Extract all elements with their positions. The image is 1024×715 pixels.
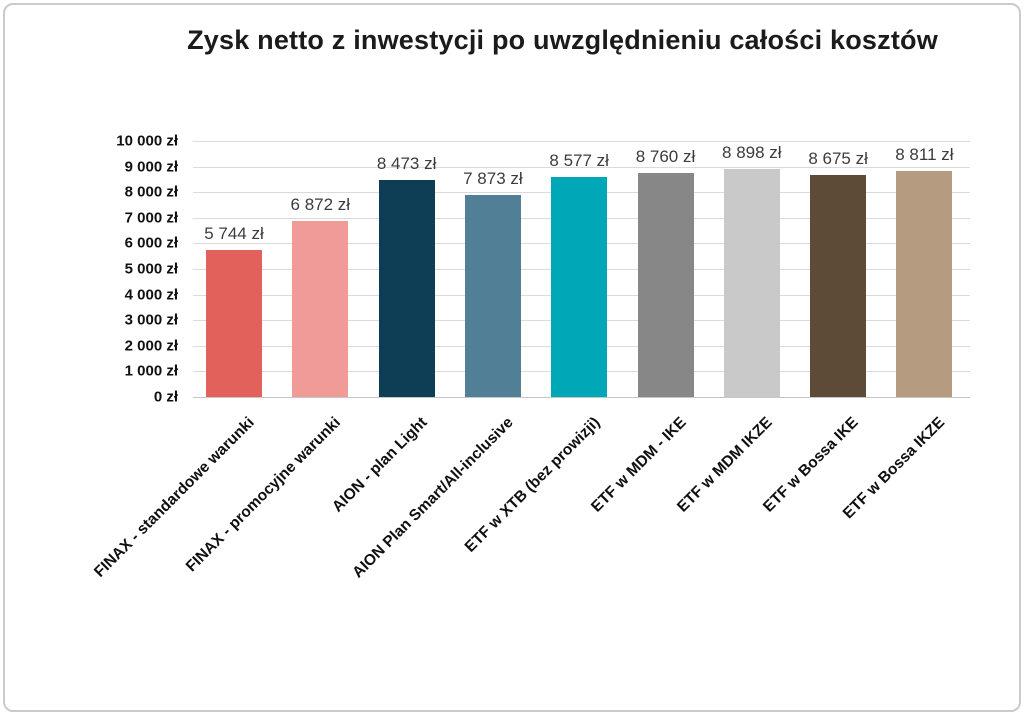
bar-value-label: 8 898 zł [722,143,782,163]
bar [206,249,262,397]
gridline [193,397,970,398]
y-axis-tick-label: 2 000 zł [124,337,178,355]
gridline [193,141,970,142]
bar-value-label: 8 675 zł [808,148,868,168]
bar-value-label: 7 873 zł [463,169,523,189]
bar [637,172,694,397]
y-axis-tick-label: 7 000 zł [124,209,178,227]
bar [292,221,349,397]
x-axis-category-label: FINAX - standardowe warunki [91,414,259,581]
y-axis-tick-label: 4 000 zł [124,286,178,304]
bar [464,195,521,397]
bar-value-label: 8 811 zł [895,145,954,165]
bar-value-label: 6 872 zł [290,195,351,215]
y-axis-tick-label: 1 000 zł [124,362,178,380]
bar [723,169,780,397]
y-axis-tick-label: 10 000 zł [116,132,178,150]
y-axis-tick-label: 3 000 zł [124,311,178,329]
bar-value-label: 8 473 zł [376,154,437,174]
y-axis-tick-label: 9 000 zł [124,158,178,176]
gridline [193,166,970,168]
bar [378,180,435,397]
bar-value-label: 8 577 zł [549,151,609,171]
bar [896,171,953,397]
y-axis-tick-label: 6 000 zł [124,234,178,252]
chart-title: Zysk netto z inwestycji po uwzględnieniu… [187,25,938,55]
y-axis-tick-label: 0 zł [153,388,178,406]
x-axis-category-label: FINAX - promocyjne warunki [183,414,345,576]
x-axis-category-label: AION Plan Smart/All-inclusive [349,414,517,582]
y-axis-tick-label: 8 000 zł [124,183,178,201]
bar-value-label: 5 744 zł [204,223,264,243]
bar [551,177,608,397]
y-axis-tick-label: 5 000 zł [124,260,178,278]
bar [810,174,867,397]
bar-value-label: 8 760 zł [635,146,696,166]
